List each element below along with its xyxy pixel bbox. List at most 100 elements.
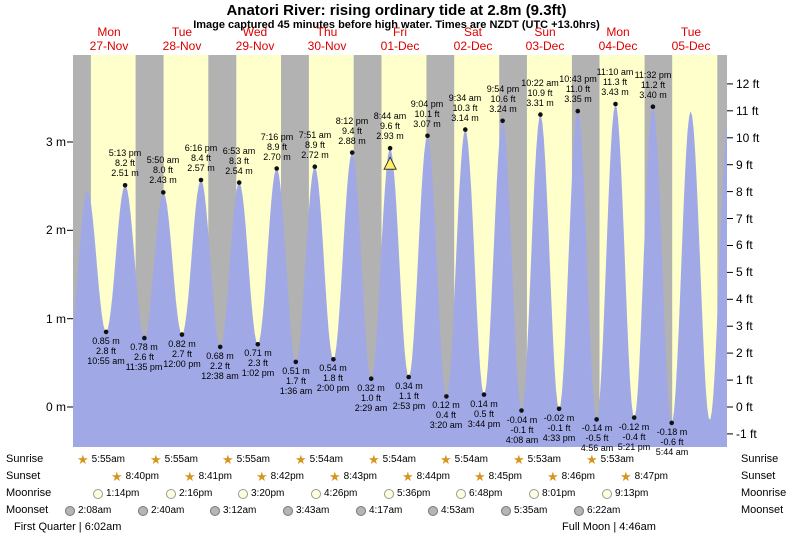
moonset-time-text: 2:40am [151, 505, 185, 516]
moonset-time: 2:08am [65, 504, 111, 517]
moonrise-time-text: 1:14pm [106, 488, 140, 499]
sunrise-time: ★ 5:54am [440, 453, 488, 466]
sunset-time: ★ 8:47pm [620, 470, 668, 483]
moon-dark-icon [428, 505, 438, 516]
low-tide-label: -0.04 m -0.1 ft 4:08 am [505, 415, 539, 445]
low-tide-dot [217, 344, 223, 350]
left-axis-label: 3 m [45, 135, 66, 149]
sunrise-time-text: 5:55am [164, 454, 199, 465]
high-tide-label: 6:16 pm 8.4 ft 2.57 m [184, 143, 218, 173]
moon-dark-icon [210, 505, 220, 516]
moonrise-time-text: 6:48pm [469, 488, 503, 499]
day-label: Tue 28-Nov [162, 25, 202, 53]
sun-star-icon: ★ [256, 469, 268, 484]
high-tide-dot [198, 177, 204, 183]
low-tide-label: 0.54 m 1.8 ft 2:00 pm [316, 363, 350, 393]
sunset-time-text: 8:43pm [343, 471, 378, 482]
low-tide-dot [293, 359, 299, 365]
sunset-time: ★ 8:44pm [402, 470, 450, 483]
high-tide-dot [161, 190, 166, 195]
moon-light-icon [238, 488, 248, 499]
right-axis-label: 5 ft [736, 265, 753, 279]
right-axis-label: 3 ft [736, 319, 753, 333]
low-tide-label: 0.34 m 1.1 ft 2:53 pm [392, 381, 426, 411]
moonrise-time: 4:26pm [311, 487, 357, 500]
right-axis-label: 1 ft [736, 373, 753, 387]
sun-star-icon: ★ [368, 452, 380, 467]
page-title: Anatori River: rising ordinary tide at 2… [226, 2, 567, 19]
sun-star-icon: ★ [184, 469, 196, 484]
moon-light-icon [166, 488, 176, 499]
right-axis-label: -1 ft [736, 427, 757, 441]
moonset-time-text: 3:12am [223, 505, 257, 516]
moonset-time-text: 4:17am [369, 505, 403, 516]
sunset-time: ★ 8:40pm [111, 470, 159, 483]
low-tide-dot [669, 420, 674, 426]
low-tide-label: 0.85 m 2.8 ft 10:55 am [87, 336, 125, 366]
high-tide-label: 10:22 am 10.9 ft 3.31 m [521, 78, 559, 108]
moonset-row-label-right: Moonset [741, 504, 784, 516]
sunset-time-text: 8:47pm [634, 471, 669, 482]
high-tide-label: 7:16 pm 8.9 ft 2.70 m [260, 132, 294, 162]
sunrise-time: ★ 5:54am [368, 453, 416, 466]
moonrise-row-label-right: Moonrise [741, 487, 787, 499]
sunrise-time-text: 5:53am [600, 454, 635, 465]
day-label: Mon 27-Nov [89, 25, 129, 53]
low-tide-label: 0.82 m 2.7 ft 12:00 pm [163, 339, 201, 369]
high-tide-label: 8:12 pm 9.4 ft 2.88 m [335, 116, 369, 146]
low-tide-label: 0.68 m 2.2 ft 12:38 am [201, 351, 239, 381]
low-tide-dot [556, 406, 562, 412]
day-label: Thu 30-Nov [307, 25, 347, 53]
high-tide-label: 5:13 pm 8.2 ft 2.51 m [108, 148, 142, 178]
low-tide-dot [331, 357, 336, 362]
low-tide-dot [142, 335, 147, 341]
low-tide-label: 0.71 m 2.3 ft 1:02 pm [241, 348, 275, 378]
high-tide-dot [349, 150, 355, 155]
low-tide-dot [406, 374, 412, 380]
left-axis-label: 1 m [45, 312, 66, 326]
day-label: Wed 29-Nov [235, 25, 275, 53]
moonrise-time-text: 4:26pm [324, 488, 358, 499]
day-label: Fri 01-Dec [380, 25, 420, 53]
low-tide-label: -0.02 m -0.1 ft 4:33 pm [542, 413, 576, 443]
right-axis-label: 7 ft [736, 212, 753, 226]
sunrise-time-text: 5:54am [309, 454, 344, 465]
moon-phase-full-moon: Full Moon | 4:46am [562, 521, 656, 533]
sun-star-icon: ★ [440, 452, 452, 467]
low-tide-label: -0.12 m -0.4 ft 5:21 pm [617, 422, 651, 452]
high-tide-dot [463, 127, 468, 132]
low-tide-dot [631, 415, 637, 420]
sun-star-icon: ★ [222, 452, 234, 467]
sun-star-icon: ★ [513, 452, 525, 467]
moon-dark-icon [574, 505, 584, 516]
moon-light-icon [602, 488, 612, 499]
day-label: Sun 03-Dec [525, 25, 565, 53]
moonrise-time: 1:14pm [93, 487, 139, 500]
low-tide-dot [519, 408, 524, 413]
moonrise-time: 5:36pm [384, 487, 430, 500]
moonset-time: 2:40am [138, 504, 184, 517]
moonset-time: 3:12am [210, 504, 256, 517]
sun-star-icon: ★ [620, 469, 632, 484]
sun-star-icon: ★ [295, 452, 307, 467]
right-axis-label: 9 ft [736, 158, 753, 172]
tide-area-curve [73, 104, 727, 447]
page-subtitle: Image captured 45 minutes before high wa… [193, 19, 600, 31]
sunset-time: ★ 8:42pm [256, 470, 304, 483]
moonrise-time-text: 5:36pm [397, 488, 431, 499]
sunset-time-text: 8:44pm [416, 471, 451, 482]
sunrise-time: ★ 5:53am [586, 453, 634, 466]
low-tide-dot [255, 342, 261, 347]
day-label: Tue 05-Dec [671, 25, 711, 53]
high-tide-dot [500, 118, 505, 124]
moon-light-icon [93, 488, 103, 499]
high-tide-dot [613, 101, 618, 107]
high-tide-dot [312, 164, 318, 169]
low-tide-dot [179, 332, 185, 337]
right-axis-label: 11 ft [736, 104, 759, 118]
low-tide-dot [481, 392, 487, 397]
moon-dark-icon [283, 505, 293, 516]
sunset-row-label-right: Sunset [741, 470, 776, 482]
sunset-row-label-left: Sunset [6, 470, 41, 482]
